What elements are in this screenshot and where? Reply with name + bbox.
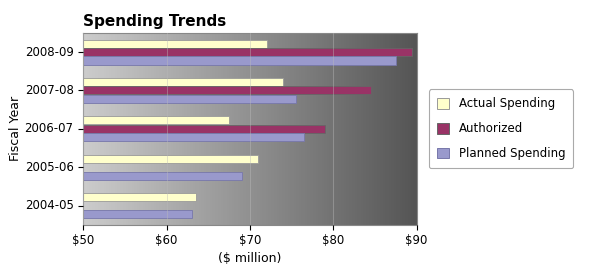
Y-axis label: Fiscal Year: Fiscal Year xyxy=(9,96,22,161)
Bar xyxy=(83,56,396,64)
Bar xyxy=(83,155,258,163)
Bar xyxy=(83,78,283,86)
Bar xyxy=(83,125,325,133)
Bar xyxy=(83,172,242,179)
Bar xyxy=(83,210,192,218)
Bar xyxy=(83,40,267,48)
Bar xyxy=(83,95,296,103)
X-axis label: ($ million): ($ million) xyxy=(218,252,281,265)
Legend: Actual Spending, Authorized, Planned Spending: Actual Spending, Authorized, Planned Spe… xyxy=(429,89,574,168)
Bar xyxy=(83,193,196,201)
Text: Spending Trends: Spending Trends xyxy=(83,14,227,29)
Bar xyxy=(83,48,412,56)
Bar xyxy=(83,86,371,95)
Bar xyxy=(83,133,304,141)
Bar xyxy=(83,116,229,124)
